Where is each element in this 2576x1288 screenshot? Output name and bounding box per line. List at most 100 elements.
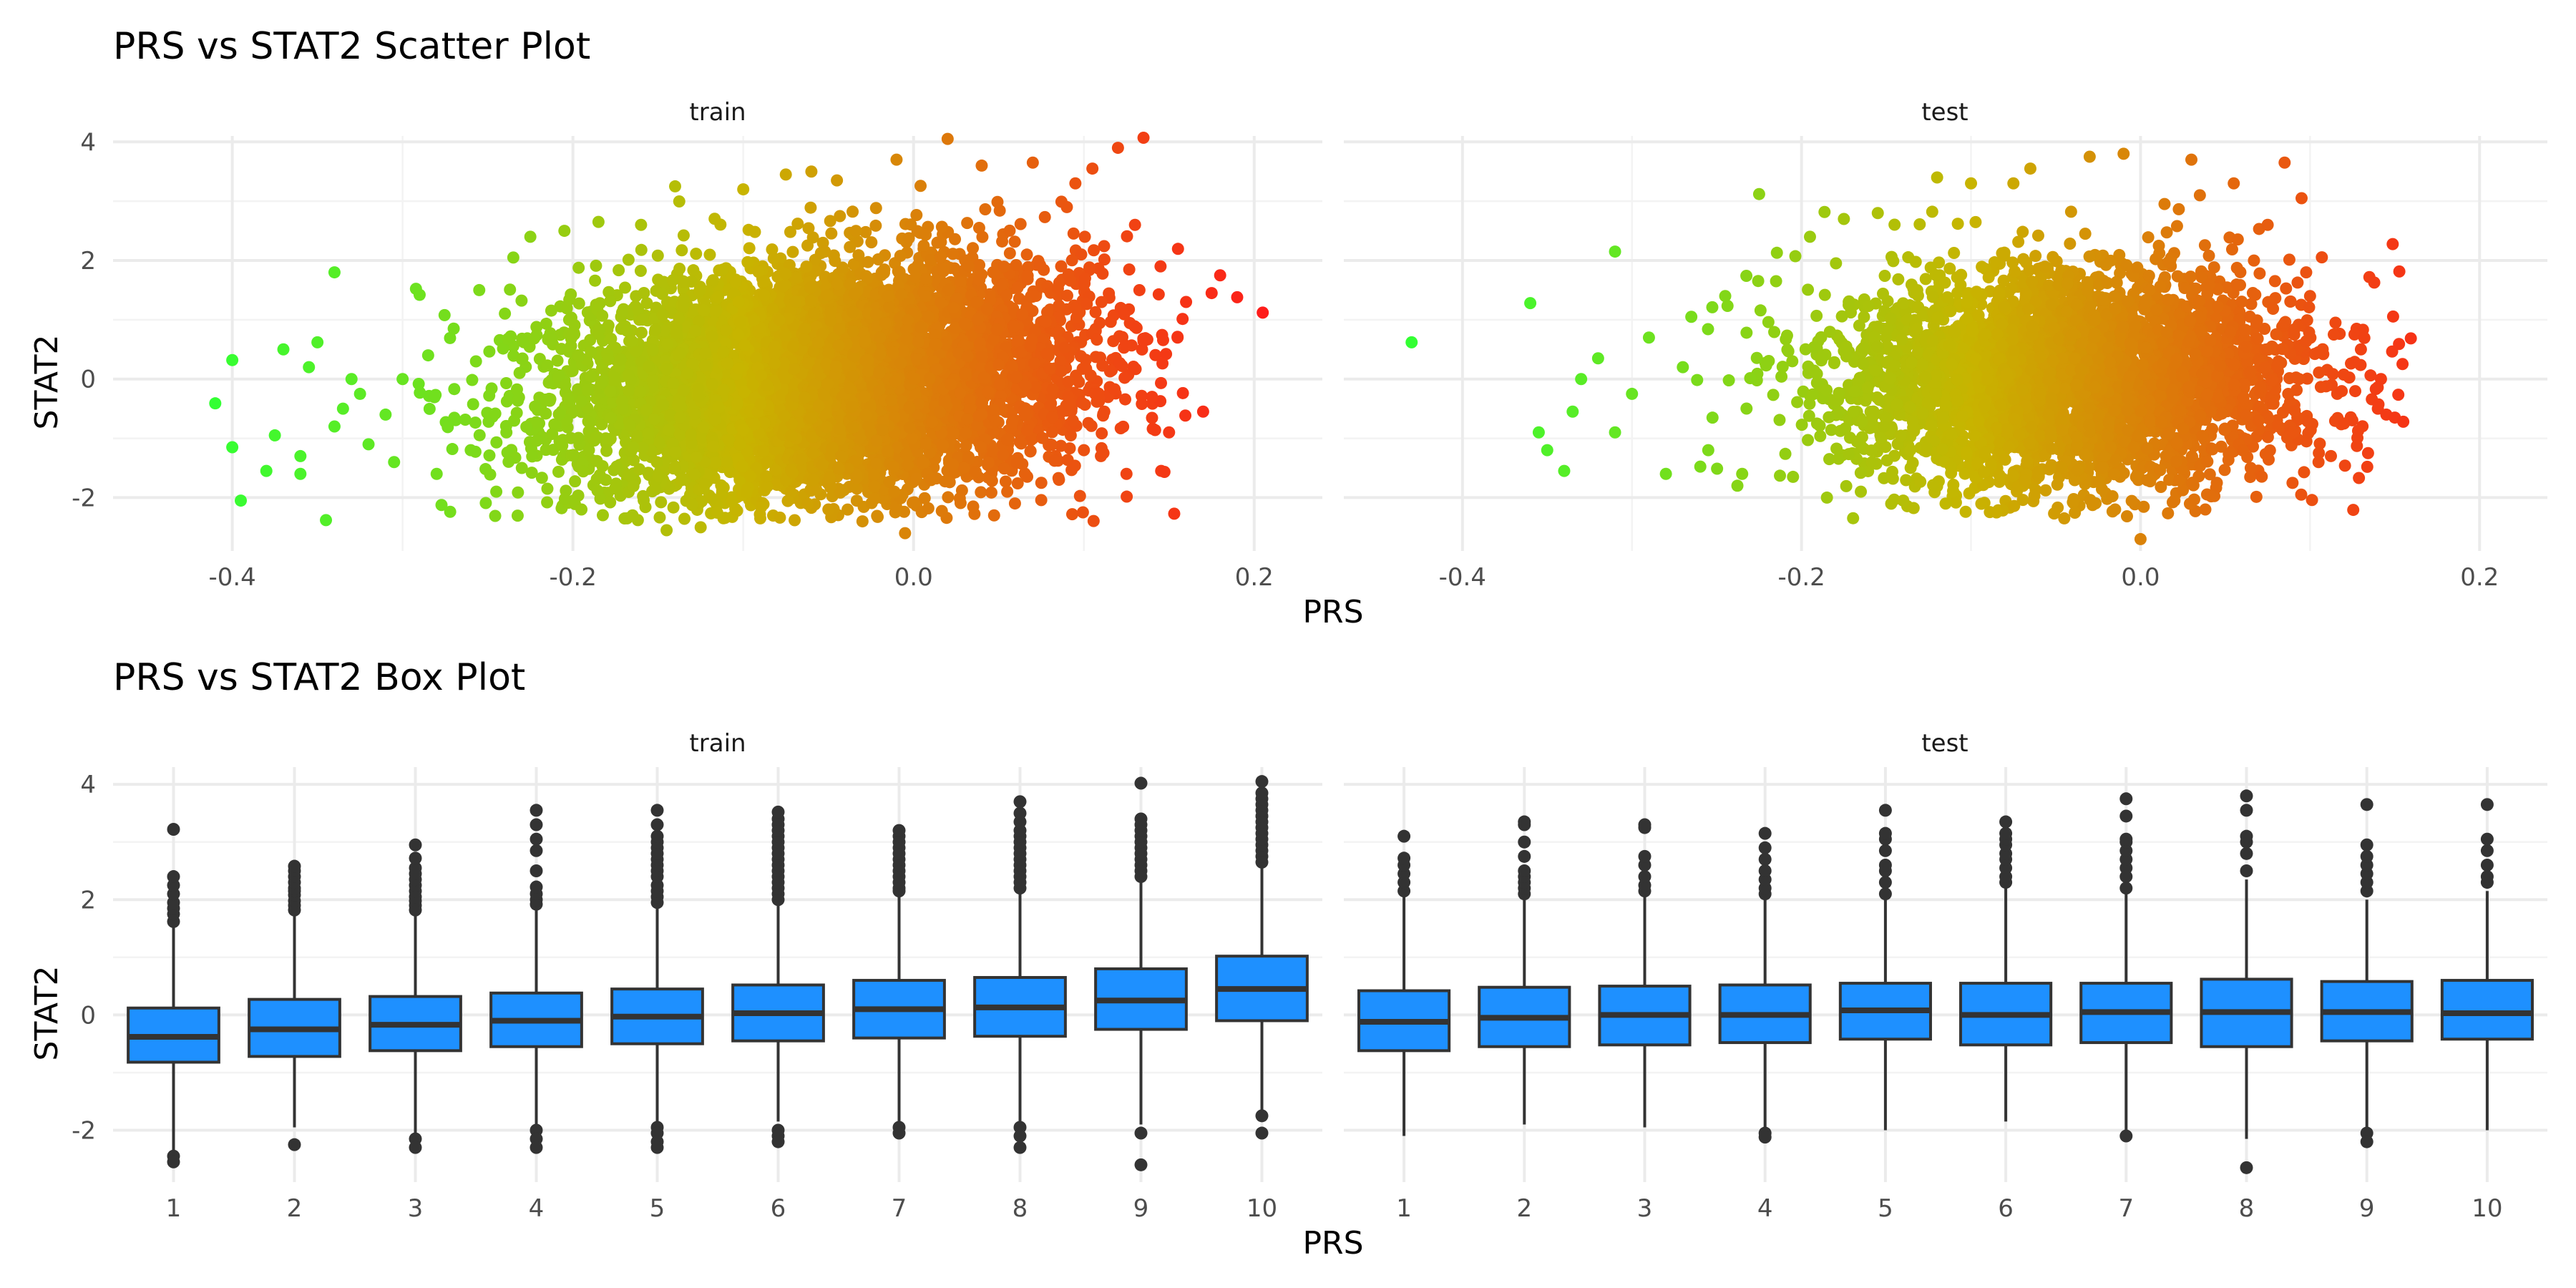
scatter-point [914, 180, 927, 192]
scatter-point [869, 219, 882, 232]
scatter-point [490, 436, 503, 449]
scatter-point [859, 225, 872, 238]
scatter-point [847, 258, 860, 270]
scatter-point [852, 249, 865, 262]
scatter-point [563, 293, 576, 306]
scatter-point [473, 429, 486, 441]
scatter-point [743, 242, 756, 255]
scatter-point [804, 201, 817, 214]
scatter-point [1008, 235, 1021, 248]
scatter-point [1008, 497, 1021, 510]
scatter-point [582, 444, 595, 457]
scatter-point [572, 261, 585, 274]
scatter-point [483, 345, 496, 358]
scatter-point [469, 355, 482, 368]
scatter-point [548, 418, 561, 431]
scatter-point [602, 286, 615, 298]
scatter-point [869, 202, 882, 215]
scatter-point [546, 427, 559, 440]
scatter-point [1096, 267, 1109, 280]
scatter-point [499, 307, 512, 320]
scatter-point [834, 210, 847, 223]
scatter-point [667, 501, 680, 514]
scatter-point [784, 225, 796, 238]
scatter-point [511, 509, 524, 522]
scatter-point [545, 304, 557, 317]
scatter-point [1076, 506, 1089, 519]
scatter-point [1075, 248, 1088, 261]
scatter-point [1078, 272, 1091, 285]
scatter-point [1075, 396, 1088, 409]
scatter-point [1082, 416, 1095, 429]
scatter-point [444, 331, 457, 344]
scatter-point [484, 468, 497, 481]
scatter-point [1118, 393, 1131, 406]
scatter-point [1060, 289, 1073, 302]
scatter-point [446, 443, 459, 456]
scatter-point [1038, 210, 1051, 223]
scatter-point [429, 389, 442, 401]
scatter-point [1118, 371, 1131, 384]
scatter-point [919, 273, 932, 286]
scatter-chart: PRS vs STAT2 Scatter Plot train test -0.… [29, 25, 2547, 630]
scatter-point [786, 245, 799, 258]
scatter-point [1020, 248, 1033, 261]
scatter-point [961, 217, 974, 230]
scatter-point [479, 497, 492, 509]
scatter-point [791, 218, 804, 230]
scatter-point [435, 499, 448, 512]
scatter-point [1130, 321, 1143, 334]
scatter-point [414, 386, 426, 399]
scatter-point [627, 479, 640, 492]
scatter-point [1088, 244, 1101, 257]
scatter-point [566, 364, 579, 377]
scatter-point [1000, 433, 1013, 446]
scatter-point [1108, 383, 1121, 396]
scatter-point [1116, 359, 1128, 372]
scatter-point [1087, 514, 1100, 527]
scatter-point [634, 265, 647, 278]
scatter-point [967, 242, 980, 255]
scatter-point [1156, 333, 1169, 346]
scatter-point [844, 240, 857, 253]
scatter-point [673, 263, 686, 275]
scatter-point [709, 305, 722, 318]
scatter-point [500, 426, 513, 439]
scatter-point [1098, 240, 1111, 253]
scatter-point [1053, 299, 1065, 312]
scatter-point [924, 253, 937, 266]
scatter-point [908, 496, 921, 509]
scatter-point [1065, 254, 1078, 267]
scatter-point [767, 252, 780, 265]
scatter-point [569, 475, 582, 488]
scatter-point [677, 229, 690, 242]
scatter-point [448, 383, 461, 396]
scatter-point [1052, 472, 1065, 484]
scatter-point [526, 450, 539, 463]
scatter-point [504, 283, 517, 296]
scatter-point [675, 244, 688, 257]
scatter-point [686, 499, 698, 512]
scatter-strip-train: train [689, 98, 746, 127]
scatter-point [1148, 424, 1161, 436]
scatter-point [438, 308, 451, 321]
scatter-point [1083, 261, 1096, 274]
scatter-point [1155, 376, 1168, 389]
scatter-point [596, 509, 609, 522]
scatter-point [862, 255, 874, 268]
scatter-point [675, 474, 688, 487]
scatter-point [655, 496, 668, 509]
scatter-point [485, 382, 498, 395]
scatter-strip-test: test [1921, 98, 1968, 127]
scatter-point [761, 480, 774, 493]
scatter-point [1011, 281, 1024, 294]
scatter-point [935, 235, 947, 248]
scatter-point [590, 259, 602, 272]
scatter-point [469, 416, 482, 429]
scatter-point [1079, 353, 1092, 366]
scatter-point [935, 504, 948, 517]
scatter-point [1146, 411, 1158, 424]
scatter-point [687, 264, 700, 277]
scatter-point [423, 402, 436, 415]
scatter-point [1014, 218, 1027, 230]
